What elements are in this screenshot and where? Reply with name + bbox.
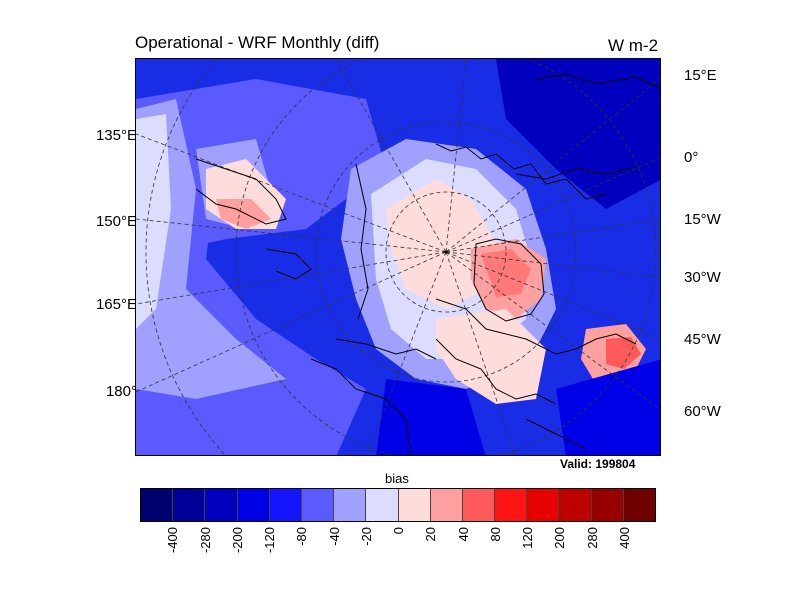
- colorbar-swatch: [591, 489, 624, 521]
- colorbar-tick-label: 400: [616, 527, 632, 549]
- colorbar-tick-label: 280: [584, 527, 600, 549]
- colorbar-swatch: [366, 489, 399, 521]
- colorbar-tick-label: -280: [197, 527, 213, 554]
- lon-label-60w: 60°W: [684, 403, 721, 420]
- field-region: [606, 337, 641, 369]
- colorbar-title: bias: [385, 471, 409, 486]
- field-region: [556, 359, 660, 455]
- colorbar-swatch: [462, 489, 496, 521]
- lon-label-45w: 45°W: [684, 331, 721, 348]
- map-title: Operational - WRF Monthly (diff): [135, 33, 380, 52]
- colorbar-swatch: [559, 489, 592, 521]
- map-plot: [135, 58, 661, 456]
- colorbar-tick-label: 20: [423, 527, 439, 542]
- colorbar-swatch: [141, 489, 174, 521]
- lon-label-180: 180°: [105, 383, 137, 400]
- colorbar-tick-label: 120: [520, 527, 535, 549]
- valid-date-label: Valid: 199804: [560, 457, 636, 471]
- field-region: [136, 99, 286, 399]
- colorbar-swatch: [334, 489, 367, 521]
- colorbar-tick-label: 200: [552, 527, 568, 549]
- colorbar-swatch: [495, 489, 528, 521]
- north-pole-marker: [444, 250, 448, 254]
- field-region: [136, 114, 171, 329]
- field-region: [436, 309, 546, 404]
- colorbar-tick-label: 80: [487, 527, 503, 542]
- colorbar-tick-label: -40: [326, 527, 342, 546]
- lon-label-0: 0°: [684, 149, 699, 166]
- colorbar-swatch: [430, 489, 463, 521]
- colorbar-swatch: [527, 489, 560, 521]
- colorbar-tick-label: -200: [229, 527, 245, 554]
- field-region: [216, 199, 271, 229]
- colorbar-swatch: [237, 489, 270, 521]
- colorbar-tick-label: 40: [455, 527, 471, 542]
- units-label: W m-2: [608, 36, 659, 55]
- coastlines: [195, 73, 660, 455]
- colorbar-tick-label: -80: [294, 527, 310, 546]
- colorbar-tick-label: -400: [165, 527, 181, 554]
- bias-field-map: [136, 59, 660, 455]
- colorbar-tick-label: 0: [391, 527, 406, 535]
- field-region: [376, 379, 486, 455]
- colorbar-swatch: [301, 489, 335, 521]
- colorbar-tick-label: -120: [262, 527, 277, 554]
- colorbar-swatch: [205, 489, 238, 521]
- lon-label-135e: 135°E: [95, 127, 137, 144]
- field-region: [496, 59, 660, 209]
- lon-label-150e: 150°E: [95, 213, 137, 230]
- colorbar-swatch: [269, 489, 302, 521]
- lat-lon-grid: [136, 59, 660, 455]
- colorbar-swatch: [398, 489, 431, 521]
- lon-label-165e: 165°E: [95, 296, 137, 313]
- lon-label-15w: 15°W: [684, 211, 721, 228]
- colorbar: [140, 488, 656, 522]
- colorbar-swatch: [173, 489, 206, 521]
- lon-label-15e: 15°E: [684, 67, 717, 84]
- lon-label-30w: 30°W: [684, 269, 721, 286]
- colorbar-swatch: [623, 489, 655, 521]
- field-region: [481, 249, 531, 297]
- colorbar-tick-label: -20: [358, 527, 374, 546]
